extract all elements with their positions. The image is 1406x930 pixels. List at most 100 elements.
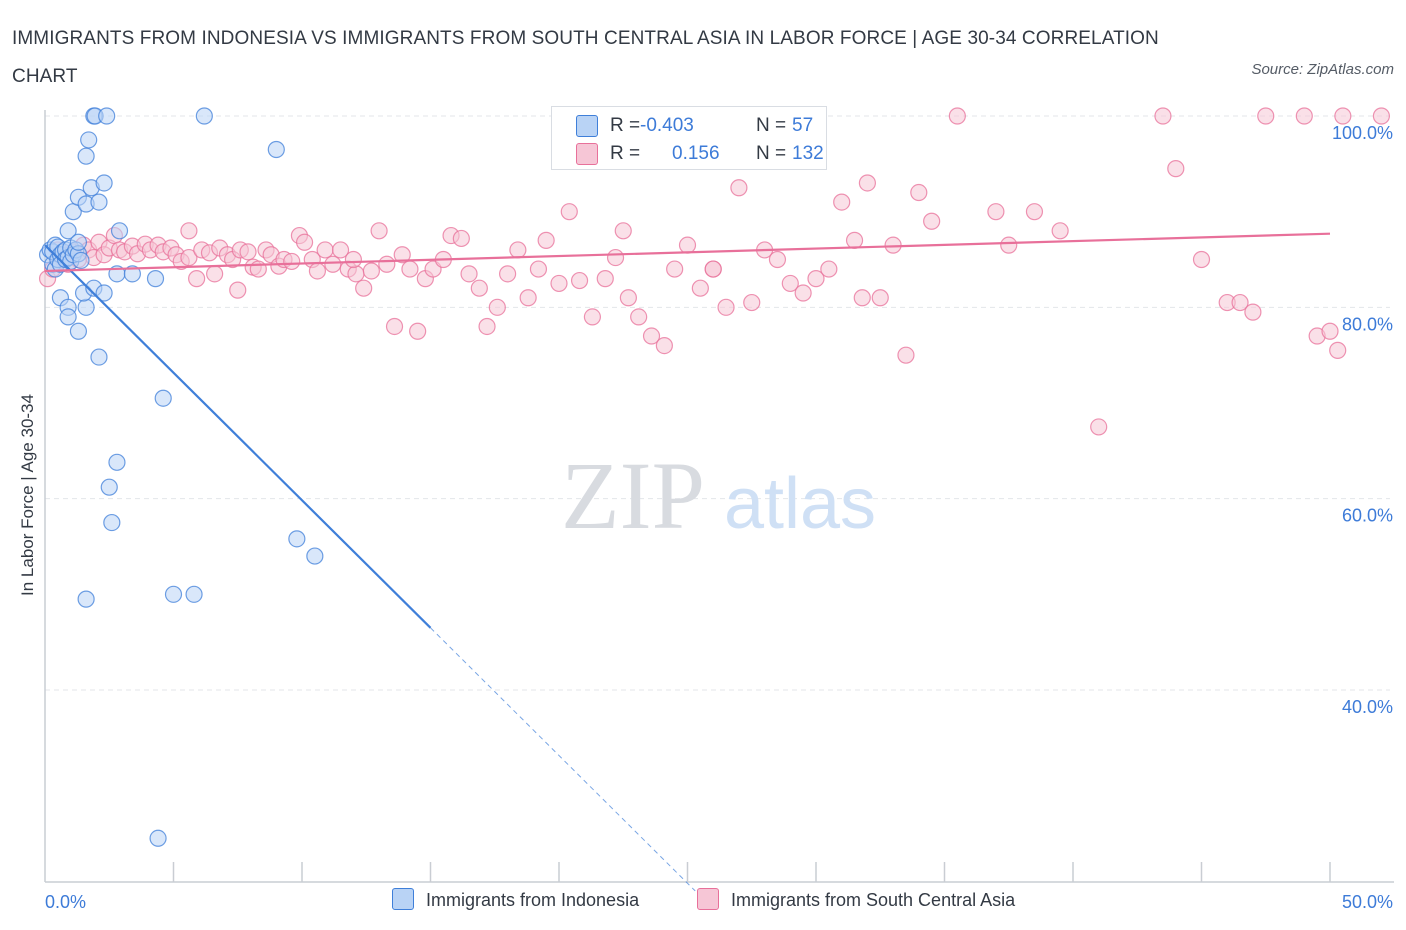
point-south-central-asia [206, 265, 224, 283]
point-south-central-asia [1321, 322, 1339, 340]
point-indonesia [72, 251, 90, 270]
point-south-central-asia [853, 289, 871, 307]
series-indonesia [38, 107, 324, 847]
point-south-central-asia [1000, 236, 1018, 254]
point-south-central-asia [691, 279, 709, 297]
point-indonesia [164, 585, 183, 603]
point-south-central-asia [316, 241, 334, 259]
point-south-central-asia [614, 222, 632, 240]
point-indonesia [77, 147, 95, 165]
point-south-central-asia [820, 260, 838, 278]
point-south-central-asia [1231, 293, 1249, 312]
point-south-central-asia [478, 317, 496, 336]
legend-r-label: R = [610, 143, 641, 164]
point-south-central-asia [730, 179, 748, 197]
bottom-legend-south-central-asia: Immigrants from South Central Asia [697, 888, 1015, 911]
point-south-central-asia [583, 308, 602, 326]
point-south-central-asia [1372, 107, 1391, 125]
y-tick-label: 60.0% [1342, 506, 1393, 526]
point-south-central-asia [717, 298, 735, 316]
point-indonesia [100, 478, 118, 496]
point-south-central-asia [704, 260, 722, 278]
watermark: ZIP atlas [561, 442, 876, 549]
point-indonesia [98, 107, 116, 125]
point-south-central-asia [1244, 303, 1262, 321]
point-indonesia [80, 131, 98, 149]
point-indonesia [90, 348, 108, 366]
point-indonesia [77, 298, 95, 316]
point-south-central-asia [331, 241, 350, 259]
bottom-legend-label-south-central-asia: Immigrants from South Central Asia [731, 890, 1016, 910]
point-south-central-asia [858, 174, 877, 192]
grid-lines [45, 115, 1390, 691]
point-indonesia [185, 585, 203, 603]
point-south-central-asia [871, 289, 889, 307]
trend-line-indonesia-extension [430, 627, 696, 892]
point-south-central-asia [1154, 107, 1172, 125]
point-indonesia [59, 308, 77, 326]
point-indonesia [95, 284, 113, 302]
point-south-central-asia [229, 281, 247, 299]
point-south-central-asia [537, 231, 555, 249]
point-south-central-asia [606, 248, 625, 267]
point-indonesia [108, 453, 126, 471]
point-indonesia [149, 829, 167, 847]
bottom-legend-indonesia: Immigrants from Indonesia [392, 888, 639, 911]
bottom-legend-swatch-south-central-asia [697, 888, 719, 910]
watermark-atlas: atlas [724, 464, 876, 544]
point-indonesia [69, 322, 88, 340]
legend-n-value: 132 [792, 143, 824, 164]
point-south-central-asia [1090, 418, 1108, 436]
point-south-central-asia [239, 243, 257, 261]
x-tick-label: 50.0% [1342, 892, 1393, 912]
point-south-central-asia [1334, 107, 1352, 125]
point-indonesia [123, 265, 141, 283]
series-south-central-asia [38, 107, 1391, 436]
point-indonesia [306, 547, 324, 565]
legend-r-value: 0.156 [672, 143, 720, 164]
point-south-central-asia [1051, 222, 1069, 240]
point-south-central-asia [666, 260, 684, 278]
point-indonesia [288, 530, 306, 548]
point-south-central-asia [550, 274, 568, 293]
point-south-central-asia [370, 222, 388, 240]
x-tick-labels: 0.0% 50.0% [45, 892, 1393, 912]
legend-r-label: R = [610, 115, 641, 136]
point-south-central-asia [401, 260, 419, 278]
point-south-central-asia [678, 236, 697, 254]
point-indonesia [77, 590, 95, 608]
point-south-central-asia [295, 233, 314, 251]
point-south-central-asia [596, 270, 614, 288]
point-south-central-asia [362, 262, 380, 280]
point-indonesia [69, 233, 88, 251]
point-south-central-asia [794, 284, 812, 302]
point-south-central-asia [948, 107, 966, 125]
bottom-legend-label-indonesia: Immigrants from Indonesia [426, 890, 640, 910]
point-south-central-asia [344, 250, 362, 269]
y-tick-labels: 40.0% 60.0% 80.0% 100.0% [1332, 123, 1393, 717]
point-south-central-asia [1192, 250, 1211, 269]
axes [44, 110, 1394, 883]
point-south-central-asia [1167, 160, 1185, 178]
trend-line-indonesia [44, 244, 432, 629]
legend-n-value: 57 [792, 115, 814, 136]
point-south-central-asia [378, 255, 396, 273]
point-south-central-asia [560, 203, 578, 221]
point-south-central-asia [1295, 107, 1313, 125]
point-south-central-asia [452, 229, 470, 248]
point-indonesia [154, 389, 172, 407]
point-south-central-asia [283, 252, 301, 271]
trend-line-south-central-asia [44, 232, 1331, 273]
bottom-legend-swatch-indonesia [392, 888, 414, 910]
x-tick-label: 0.0% [45, 892, 86, 912]
point-indonesia [267, 140, 285, 159]
point-south-central-asia [1257, 107, 1275, 125]
point-south-central-asia [743, 293, 761, 312]
point-indonesia [59, 222, 77, 240]
point-south-central-asia [324, 255, 342, 273]
point-south-central-asia [642, 327, 661, 345]
point-south-central-asia [845, 231, 864, 249]
watermark-zip: ZIP [561, 442, 705, 549]
point-south-central-asia [499, 265, 517, 283]
point-indonesia [103, 513, 121, 532]
